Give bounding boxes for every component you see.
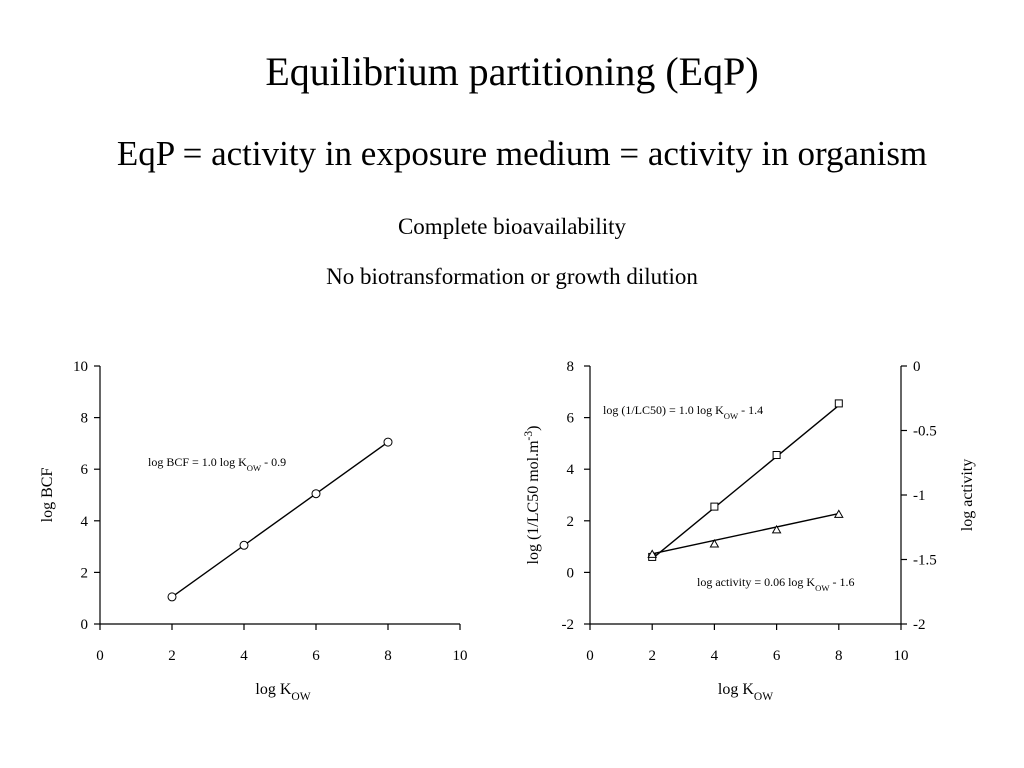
y-tick-label: 0 [81, 617, 89, 633]
slide-subtitle: EqP = activity in exposure medium = acti… [116, 134, 928, 173]
x-axis-label: log KOW [255, 681, 310, 703]
note-no-biotransformation: No biotransformation or growth dilution [326, 264, 698, 289]
slide-title: Equilibrium partitioning (EqP) [265, 49, 759, 94]
y-axis-label: log BCF [39, 468, 56, 523]
y-tick-label: 8 [81, 411, 89, 427]
data-point-circle [383, 437, 393, 447]
x-tick-label: 2 [168, 648, 176, 664]
y-tick-label: 6 [81, 462, 89, 478]
note-complete-bioavailability: Complete bioavailability [397, 214, 627, 239]
fit-equation: log BCF = 1.0 log KOW - 0.9 [148, 455, 286, 473]
data-point-circle [239, 540, 249, 550]
data-point-circle [311, 489, 321, 499]
fit-line [171, 441, 389, 598]
y-tick-label: 2 [81, 565, 89, 581]
y-tick-label: 10 [73, 359, 88, 375]
data-point-circle [167, 592, 177, 602]
x-tick-label: 8 [384, 648, 392, 664]
x-tick-label: 6 [312, 648, 320, 664]
y-tick-label: 4 [81, 514, 89, 530]
x-tick-label: 0 [96, 648, 104, 664]
x-tick-label: 4 [240, 648, 248, 664]
x-tick-label: 10 [453, 648, 468, 664]
